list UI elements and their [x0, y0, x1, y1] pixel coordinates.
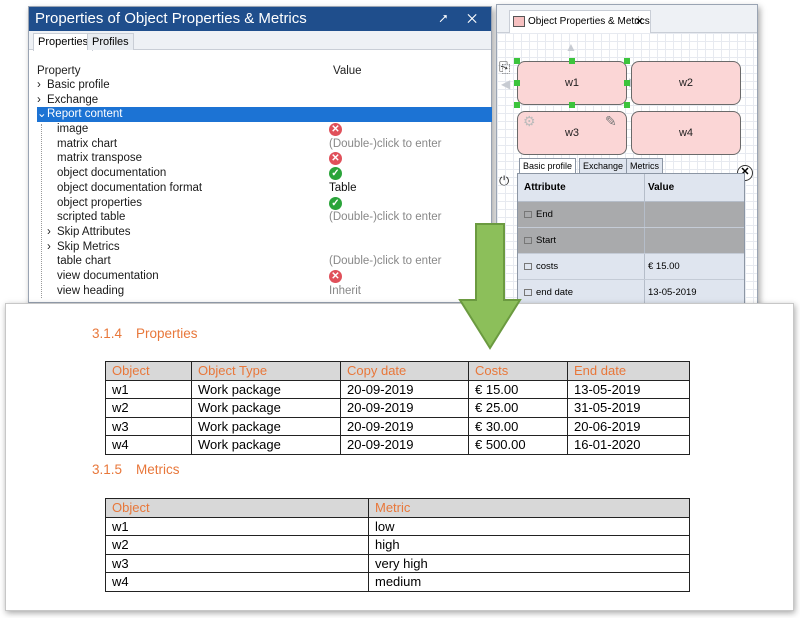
table-row: w3 Work package 20-09-2019 € 30.00 20-06-201… [105, 416, 690, 436]
down-arrow-shape [458, 223, 522, 350]
tab-profiles[interactable]: Profiles [87, 33, 134, 50]
column-header-value: Value [333, 65, 362, 77]
diagram-node-w4[interactable]: w4 [631, 111, 741, 155]
property-row[interactable]: › Skip Metrics [47, 240, 120, 253]
column-header-property: Property [37, 65, 81, 77]
true-check-icon[interactable]: ✓ [329, 167, 342, 181]
true-check-icon[interactable]: ✓ [329, 196, 342, 210]
false-icon[interactable]: ✕ [329, 152, 342, 166]
attribute-row[interactable]: End [518, 202, 744, 228]
attribute-grid: Attribute Value End Start costs € 15.00 … [517, 173, 745, 307]
table-row: w4 medium [105, 572, 690, 592]
pin-close-controls[interactable]: ⭧ ✕ [439, 11, 485, 26]
selection-handle[interactable] [514, 80, 520, 86]
selection-handle[interactable] [514, 102, 520, 108]
properties-title: Properties of Object Properties & Metric… [35, 10, 307, 27]
diagram-panel: Object Properties & Metrics ✕ ⎘ ▲ ◀ ▶ ▼ … [496, 4, 758, 308]
table-row: w1 Work package 20-09-2019 € 15.00 13-05-201… [105, 379, 690, 399]
properties-panel: Properties of Object Properties & Metric… [28, 6, 492, 303]
tab-basic-profile[interactable]: Basic profile [519, 158, 577, 174]
expand-chevron-icon[interactable]: › [47, 240, 51, 253]
selection-handle[interactable] [624, 102, 630, 108]
selection-handle[interactable] [514, 58, 520, 64]
property-row[interactable]: object documentation format Table [57, 181, 357, 194]
selection-handle[interactable] [569, 58, 575, 64]
settings-icon[interactable]: ⚙ [523, 113, 536, 129]
expand-chevron-icon[interactable]: › [37, 79, 41, 91]
property-row[interactable]: object properties ✓ [29, 196, 491, 211]
tab-properties[interactable]: Properties [33, 33, 94, 51]
table-row: w2 Work package 20-09-2019 € 25.00 31-05-201… [105, 398, 690, 418]
attribute-icon [524, 236, 532, 244]
property-row-selected[interactable]: ⌄ Report content [37, 107, 492, 123]
diagram-tabbar: Object Properties & Metrics ✕ [497, 5, 757, 33]
table-row: w1 low [105, 516, 690, 536]
down-arrow-icon [458, 223, 522, 350]
table-header-row: Object Metric [105, 498, 690, 518]
attribute-icon [524, 288, 532, 296]
diagram-icon [513, 16, 525, 27]
table-row: w4 Work package 20-09-2019 € 500.00 16-01-20… [105, 435, 690, 455]
property-row[interactable]: object documentation ✓ [29, 166, 491, 181]
table-header-row: Object Object Type Copy date Costs End d… [105, 361, 690, 381]
property-row[interactable]: view documentation ✕ [29, 269, 491, 284]
selection-handle[interactable] [569, 102, 575, 108]
report-document: 3.1.4 Properties Object Object Type Copy … [5, 303, 794, 611]
pencil-icon[interactable]: ✎ [605, 113, 617, 129]
align-icon[interactable]: ⎘ [499, 59, 511, 75]
selection-handle[interactable] [624, 80, 630, 86]
diagram-node-w1[interactable]: w1 [517, 61, 627, 105]
tree-guide-line [41, 124, 42, 298]
property-row[interactable]: matrix transpose ✕ [29, 151, 491, 166]
properties-titlebar: Properties of Object Properties & Metric… [29, 7, 491, 31]
attribute-row[interactable]: costs € 15.00 [518, 254, 744, 280]
tab-metrics[interactable]: Metrics [626, 158, 663, 174]
attribute-icon [524, 210, 532, 218]
property-row[interactable]: view heading Inherit [57, 284, 361, 297]
selection-handle[interactable] [624, 58, 630, 64]
diagram-tab[interactable]: Object Properties & Metrics ✕ [509, 10, 651, 33]
expand-chevron-icon[interactable]: › [37, 93, 41, 106]
close-icon[interactable]: ✕ [634, 16, 644, 28]
property-row[interactable]: › Exchange [37, 93, 99, 106]
power-icon[interactable]: ⏻ [499, 173, 510, 188]
property-row[interactable]: › Basic profile [37, 79, 110, 91]
diagram-node-w3[interactable]: w3 [517, 111, 627, 155]
section-heading-metrics: 3.1.5 Metrics [92, 462, 180, 477]
arrow-left-icon[interactable]: ◀ [501, 77, 511, 91]
attribute-row[interactable]: Start [518, 228, 744, 254]
property-row[interactable]: table chart (Double-)click to enter [57, 255, 442, 268]
attribute-icon [524, 262, 532, 270]
properties-tabs: Properties Profiles [29, 31, 491, 51]
arrow-up-icon[interactable]: ▲ [565, 40, 577, 54]
properties-table: Object Object Type Copy date Costs End d… [105, 361, 690, 455]
property-row[interactable]: › Skip Attributes [47, 225, 131, 238]
section-heading-properties: 3.1.4 Properties [92, 326, 198, 341]
property-row[interactable]: scripted table (Double-)click to enter [57, 211, 442, 224]
false-icon[interactable]: ✕ [329, 269, 342, 283]
collapse-chevron-icon[interactable]: ⌄ [37, 108, 47, 121]
metrics-table: Object Metric w1 low w2 high w3 very high w… [105, 498, 690, 592]
false-icon[interactable]: ✕ [329, 123, 342, 137]
attribute-grid-header: Attribute Value [518, 174, 744, 202]
expand-chevron-icon[interactable]: › [47, 225, 51, 238]
property-row[interactable]: matrix chart (Double-)click to enter [57, 137, 442, 150]
diagram-tab-title: Object Properties & Metrics [528, 16, 650, 27]
property-list: › Basic profile › Exchange ⌄ Report cont… [29, 78, 492, 298]
property-row[interactable]: image ✕ [29, 122, 491, 137]
table-row: w2 high [105, 535, 690, 555]
tab-exchange[interactable]: Exchange [579, 158, 628, 174]
table-row: w3 very high [105, 553, 690, 573]
diagram-node-w2[interactable]: w2 [631, 61, 741, 105]
